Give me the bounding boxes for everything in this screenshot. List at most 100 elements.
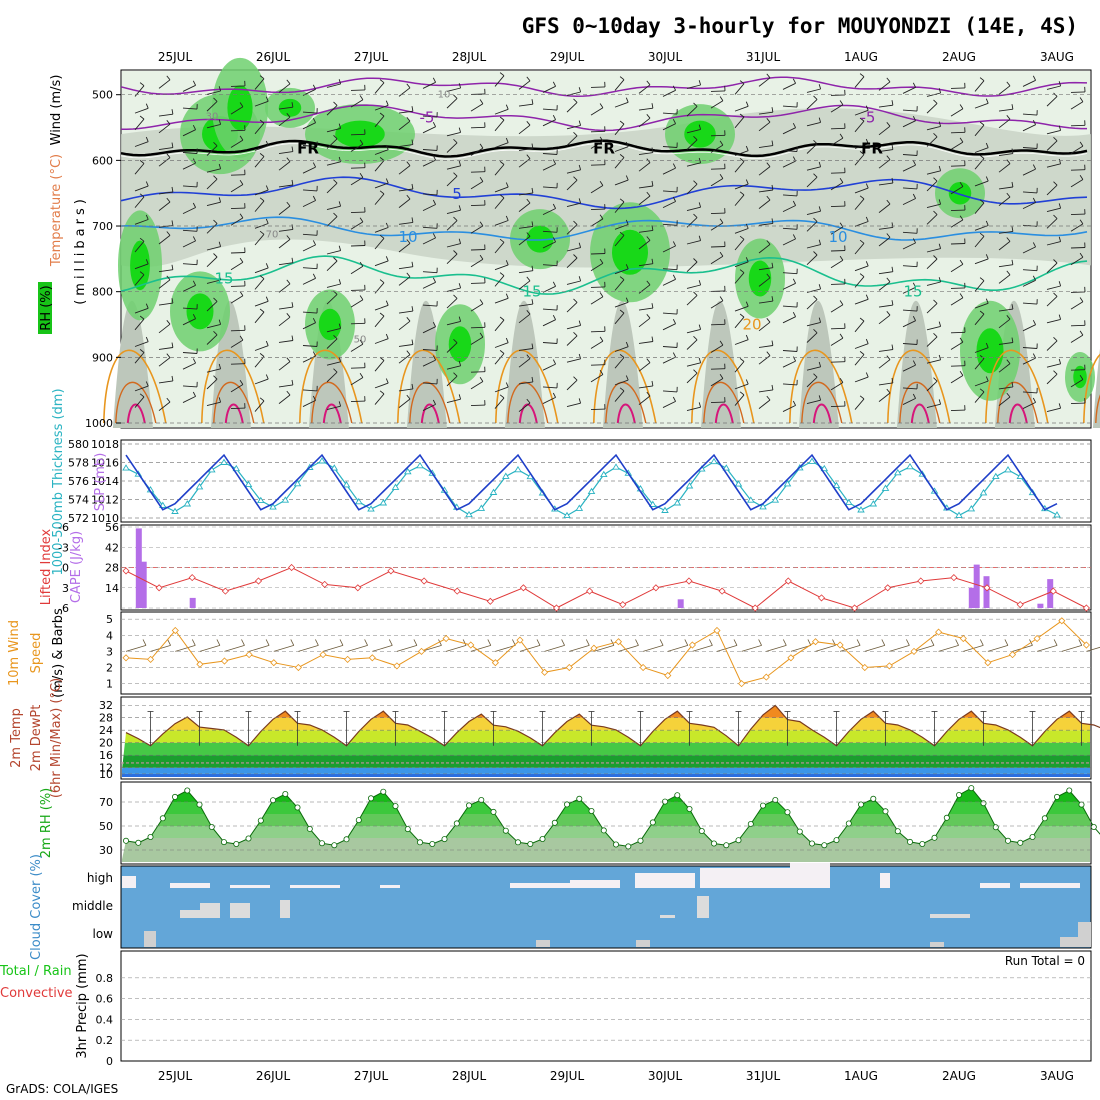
wind-barb [206, 401, 221, 407]
wind-barb [326, 338, 338, 349]
wind-barb-flag [213, 253, 218, 258]
temp-band [122, 755, 1090, 768]
rh-marker [772, 797, 779, 804]
wind-barb-flag [1058, 158, 1062, 164]
contour-30 [1008, 403, 1028, 424]
wind-barb [854, 276, 865, 288]
wind-barb-10m [667, 645, 688, 652]
wind-speed-marker [147, 655, 155, 663]
wind-barb [326, 182, 338, 194]
wind-barb [1022, 191, 1038, 194]
lifted-index-marker [288, 563, 296, 572]
wind-barb [878, 382, 893, 386]
wind-barb-flag [698, 324, 702, 330]
cape-bar [1037, 603, 1044, 608]
slp-tick-label: 1010 [91, 512, 119, 525]
wind-barb [614, 235, 625, 247]
wind-barb-flag [458, 205, 462, 211]
wind-barb-10m-flag [979, 639, 984, 646]
wind-barb [254, 345, 269, 351]
wind-barb [758, 189, 773, 193]
cape-axis-label: CAPE (J/kg) [69, 531, 84, 603]
wind-barb-flag [1079, 252, 1084, 258]
rh-marker [171, 793, 178, 800]
rh-marker [465, 802, 472, 809]
wind-barb [998, 186, 1013, 190]
wind-barb [638, 162, 651, 172]
wind-barb-flag [1053, 336, 1058, 342]
wind-barb-flag [379, 357, 385, 361]
wind-barb [806, 143, 818, 154]
lifted-index-marker [387, 567, 395, 575]
thickness-marker [269, 503, 277, 510]
wind-barb [710, 255, 724, 265]
wind-barb [278, 239, 291, 249]
wind-barb [254, 78, 265, 90]
wind-barb-flag [411, 183, 414, 190]
wind-barb-flag [698, 157, 702, 163]
wind-barb [1022, 269, 1038, 272]
thickness-marker [955, 511, 963, 518]
contour-label: 15 [903, 283, 922, 301]
wind-barb [134, 219, 149, 225]
wind-barb [182, 240, 196, 248]
wind-barb [614, 157, 625, 169]
rh-marker [269, 797, 276, 804]
wind-speed-line [125, 620, 1087, 685]
wind-barb [302, 189, 318, 192]
wind-barb-flag [766, 351, 771, 356]
wind-barb [518, 103, 533, 107]
wind-speed-marker [491, 659, 499, 667]
wind-speed-marker [762, 673, 770, 681]
wind-barb-10m [224, 645, 245, 652]
rh-marker [992, 824, 999, 831]
contour-20 [299, 349, 363, 424]
wind-barb [854, 76, 865, 88]
wind-barb [518, 358, 531, 368]
wind-barb-flag [479, 177, 484, 182]
wind-barb [950, 108, 964, 117]
wind-barb-flag [1006, 192, 1011, 198]
wind-barb-flag [213, 141, 218, 147]
wind-barb [806, 210, 821, 216]
wind-barb [494, 264, 509, 271]
lifted-index-marker [1049, 587, 1057, 595]
wind-barb [518, 202, 531, 212]
wind-barb-flag [745, 257, 749, 263]
wind-barb [638, 195, 651, 205]
slp-line [125, 453, 1058, 511]
wind-barb-flag [286, 357, 291, 362]
wind-barb [998, 153, 1013, 156]
wind-barb-flag [693, 180, 698, 185]
wind-barb-flag [432, 399, 436, 405]
cloud-clear-high [290, 885, 340, 888]
wind-barb-flag [578, 353, 582, 359]
wind-barb-flag [625, 375, 629, 381]
wind-barb [638, 84, 651, 94]
chart-title: GFS 0~10day 3-hourly for MOUYONDZI (14E,… [522, 14, 1078, 38]
lifted-index-marker [1016, 601, 1024, 609]
wind-barb-flag [672, 274, 677, 280]
wind-barb-flag [218, 397, 222, 403]
contour-label: 70 [266, 230, 279, 241]
precip-tick-label: 0.2 [96, 1034, 114, 1047]
wind-barb-flag [171, 298, 174, 304]
wind-barb [806, 376, 818, 388]
wind-barb [734, 272, 745, 284]
wind-barb [158, 235, 171, 245]
rh-marker [600, 827, 607, 834]
wind-barb [422, 349, 438, 351]
contour-label: 10 [438, 90, 451, 101]
wind-barb [134, 274, 145, 286]
wind-barb [254, 300, 269, 307]
thickness-marker [906, 462, 914, 470]
thickness-marker [1053, 511, 1061, 518]
wind-barb [302, 399, 316, 407]
wind-barb-flag [411, 261, 414, 267]
wind-barb-flag [938, 199, 942, 205]
wind-barb [1070, 223, 1084, 232]
wind-barb [662, 190, 678, 193]
wind-barb [998, 396, 1011, 406]
wind-barb-flag [458, 394, 462, 400]
wind-barb [350, 89, 366, 91]
